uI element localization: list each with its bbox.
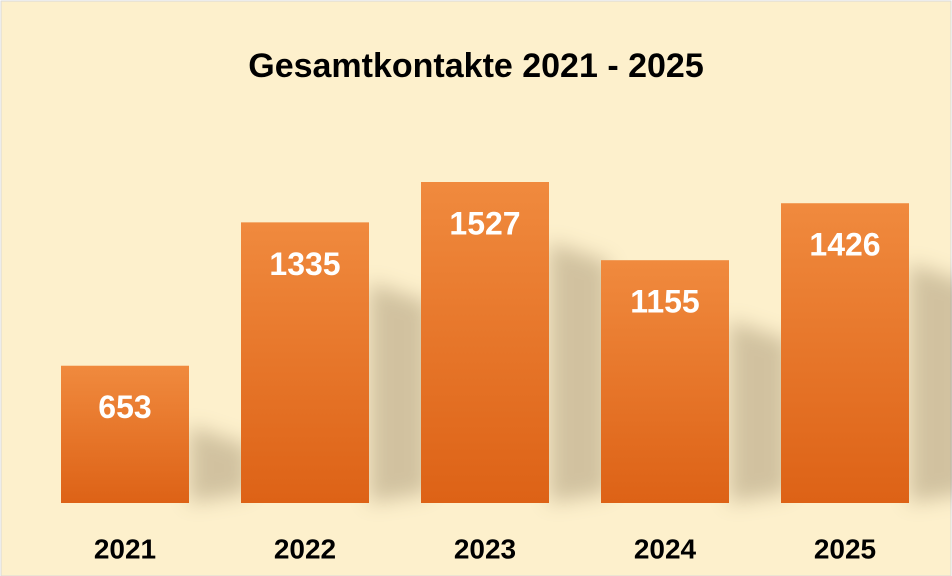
value-label: 1426 (809, 227, 880, 263)
value-label: 1527 (449, 205, 520, 241)
bar (781, 203, 909, 504)
bar (601, 260, 729, 503)
chart-title: Gesamtkontakte 2021 - 2025 (248, 47, 703, 85)
bar (421, 182, 549, 503)
value-label: 1155 (630, 284, 699, 320)
bar-shadow (909, 263, 952, 503)
bar (241, 222, 369, 503)
x-tick-label: 2025 (814, 533, 876, 564)
x-tick-label: 2023 (454, 533, 516, 564)
x-tick-label: 2024 (634, 533, 697, 564)
bar-shadow (549, 242, 609, 503)
bar-shadow (189, 425, 249, 503)
bar-shadow (369, 282, 429, 503)
bar (61, 365, 189, 503)
value-label: 1335 (269, 246, 340, 282)
shadow-layer (189, 242, 952, 503)
bar-shadow (729, 320, 789, 503)
x-tick-label: 2022 (274, 533, 336, 564)
x-tick-label: 2021 (94, 533, 156, 564)
value-label: 653 (98, 389, 151, 425)
